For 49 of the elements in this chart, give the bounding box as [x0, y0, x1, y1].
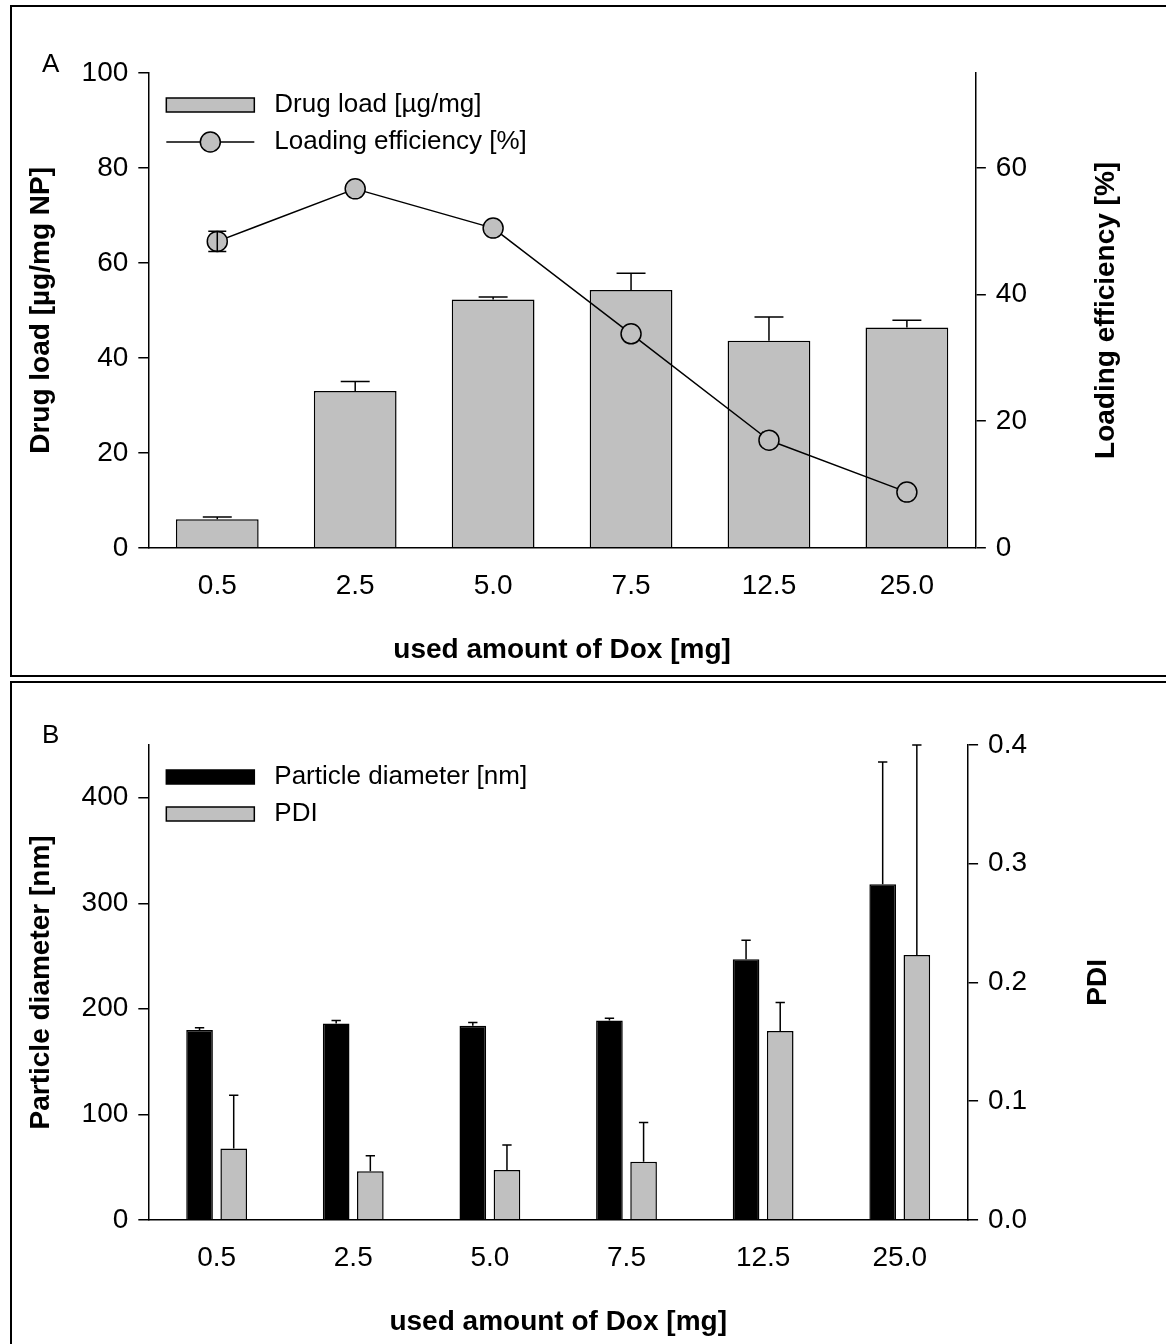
y2-tick-label: 0.4 [988, 727, 1028, 759]
legend-label: Loading efficiency [%] [274, 125, 527, 156]
x-tick-label: 7.5 [607, 1241, 646, 1273]
y2-tick-label: 40 [995, 277, 1028, 309]
x-tick-label: 12.5 [741, 569, 797, 601]
y-axis-title: Particle diameter [nm] [23, 835, 55, 1130]
chart-title: A [42, 48, 60, 79]
y-tick-label: 80 [97, 150, 129, 182]
y2-tick-label: 20 [995, 403, 1028, 435]
y-tick-label: 60 [97, 245, 129, 277]
y-tick-label: 0 [112, 530, 129, 562]
x-tick-label: 12.5 [735, 1241, 791, 1273]
x-tick-label: 0.5 [197, 1241, 237, 1273]
y2-tick-label: 0 [995, 530, 1012, 562]
chart-title: B [42, 719, 60, 750]
y-tick-label: 200 [81, 991, 129, 1023]
y2-tick-label: 0.0 [988, 1202, 1028, 1234]
point [758, 429, 780, 451]
y2-tick-label: 0.3 [988, 846, 1028, 878]
x-axis-title: used amount of Dox [mg] [393, 632, 731, 664]
y2-tick-label: 0.2 [988, 965, 1028, 997]
x-tick-label: 5.0 [473, 569, 513, 601]
y-tick-label: 100 [81, 55, 129, 87]
x-tick-label: 2.5 [333, 1241, 373, 1273]
y-tick-label: 20 [97, 435, 129, 467]
x-tick-label: 25.0 [872, 1241, 928, 1273]
legend-label: Particle diameter [nm] [274, 760, 528, 791]
x-axis-title: used amount of Dox [mg] [389, 1304, 727, 1336]
y-tick-label: 100 [81, 1097, 129, 1129]
x-tick-label: 2.5 [335, 569, 375, 601]
point [482, 217, 504, 239]
y2-tick-label: 0.1 [988, 1083, 1028, 1115]
legend-label: PDI [274, 797, 318, 828]
x-tick-label: 7.5 [611, 569, 651, 601]
x-tick-label: 25.0 [879, 569, 935, 601]
x-tick-label: 5.0 [470, 1241, 510, 1273]
y-tick-label: 40 [97, 340, 129, 372]
y-tick-label: 300 [81, 885, 129, 917]
y2-tick-label: 60 [995, 150, 1028, 182]
point [896, 481, 918, 503]
y-axis-title: Drug load [µg/mg NP] [23, 167, 55, 454]
y-tick-label: 400 [81, 780, 129, 812]
legend-label: Drug load [µg/mg] [274, 88, 482, 119]
x-tick-label: 0.5 [197, 569, 237, 601]
y-tick-label: 0 [112, 1202, 129, 1234]
y2-axis-title: Loading efficiency [%] [1088, 161, 1120, 459]
point [344, 178, 366, 200]
point [620, 323, 642, 345]
y2-axis-title: PDI [1080, 959, 1112, 1006]
